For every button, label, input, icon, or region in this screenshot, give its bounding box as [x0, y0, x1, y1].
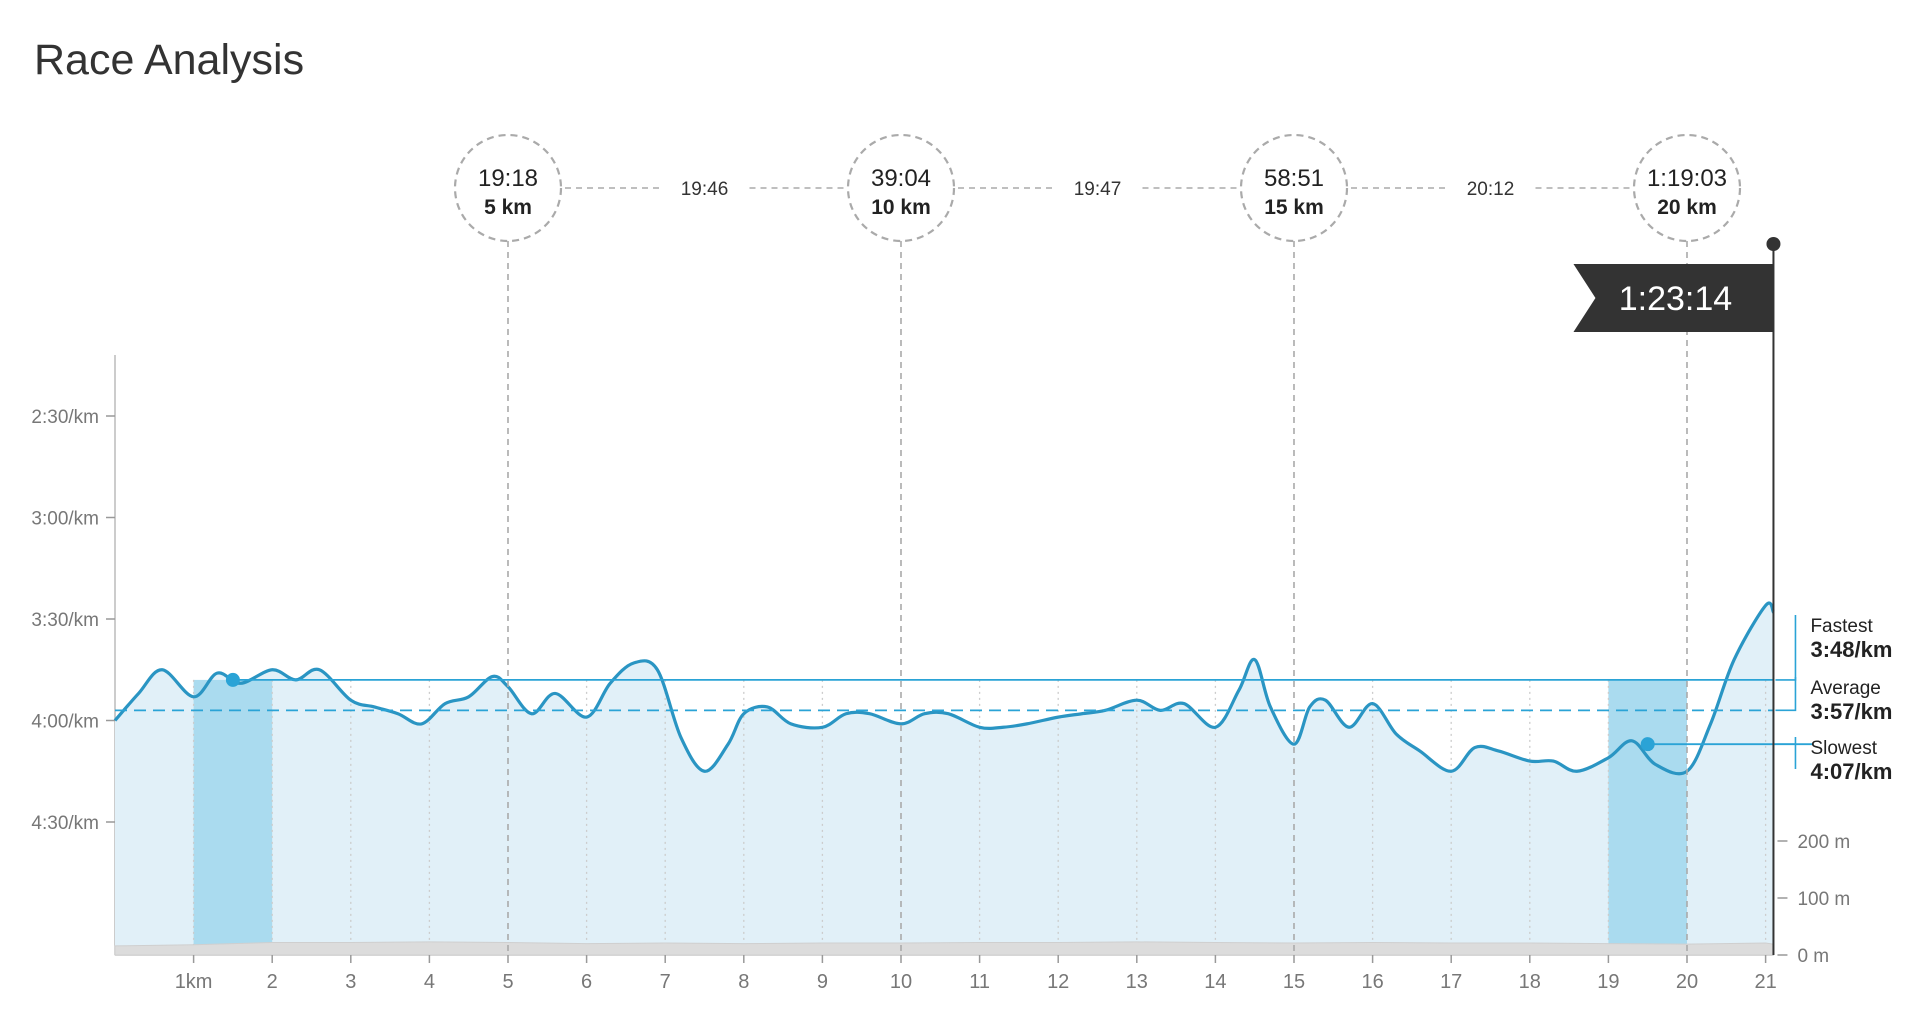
split-circle	[453, 133, 563, 243]
fastest-bracket	[1775, 615, 1797, 681]
x-tick-label: 11	[969, 971, 990, 993]
x-tick-label: 13	[1126, 971, 1148, 993]
split-time: 58:51	[1264, 165, 1324, 192]
split-circle	[846, 133, 956, 243]
fastest-value: 3:48/km	[1810, 637, 1892, 662]
x-tick-label: 7	[660, 971, 671, 993]
x-tick-label: 21	[1754, 971, 1776, 993]
page-title: Race Analysis	[34, 36, 305, 84]
x-tick-label: 19	[1597, 971, 1619, 993]
x-tick-label: 3	[345, 971, 356, 993]
x-tick-label: 9	[817, 971, 828, 993]
x-tick-label: 5	[502, 971, 513, 993]
y-tick-label: 4:30/km	[31, 813, 99, 834]
split-time: 19:18	[478, 165, 538, 192]
split-circle	[1632, 133, 1742, 243]
elevation-tick-label: 200 m	[1797, 832, 1850, 853]
fastest-marker	[225, 672, 240, 687]
average-value: 3:57/km	[1810, 699, 1892, 724]
x-tick-label: 8	[738, 971, 749, 993]
x-tick-label: 4	[424, 971, 435, 993]
y-tick-label: 4:00/km	[31, 712, 99, 733]
x-tick-label: 14	[1204, 971, 1226, 993]
slowest-marker	[1640, 737, 1655, 752]
x-tick-label: 20	[1676, 971, 1698, 993]
split-distance: 5 km	[484, 196, 532, 219]
x-tick-label: 10	[890, 971, 912, 993]
split-interval-label: 19:47	[1074, 179, 1122, 200]
slowest-label: Slowest	[1810, 738, 1877, 759]
finish-time: 1:23:14	[1619, 280, 1732, 318]
x-tick-label: 12	[1047, 971, 1069, 993]
x-tick-label: 6	[581, 971, 592, 993]
x-tick-label: 17	[1440, 971, 1462, 993]
slowest-value: 4:07/km	[1810, 759, 1892, 784]
finish-flag	[1573, 264, 1774, 332]
x-tick-label: 15	[1283, 971, 1305, 993]
fastest-label: Fastest	[1810, 616, 1873, 637]
y-tick-label: 3:00/km	[31, 509, 99, 530]
x-tick-label: 2	[267, 971, 278, 993]
elevation-area	[114, 941, 1774, 956]
pace-line	[113, 601, 1775, 776]
y-tick-label: 2:30/km	[31, 407, 99, 428]
highlight-segment-slowest	[1608, 679, 1687, 955]
x-tick-label: 1km	[175, 971, 213, 993]
split-time: 1:19:03	[1647, 165, 1727, 192]
split-time: 39:04	[871, 165, 931, 192]
split-circle	[1239, 133, 1349, 243]
split-interval-label: 19:46	[681, 179, 729, 200]
pace-area	[115, 603, 1774, 955]
split-interval-label: 20:12	[1467, 179, 1515, 200]
x-tick-label: 16	[1361, 971, 1383, 993]
highlight-segment-fastest	[193, 679, 273, 955]
split-distance: 10 km	[871, 196, 931, 219]
slowest-bracket	[1775, 737, 1797, 769]
split-distance: 20 km	[1657, 196, 1717, 219]
average-bracket	[1775, 677, 1797, 712]
y-tick-label: 3:30/km	[31, 610, 99, 631]
elevation-tick-label: 100 m	[1797, 889, 1850, 910]
finish-pole-top	[1766, 237, 1781, 251]
split-distance: 15 km	[1264, 196, 1324, 219]
average-label: Average	[1810, 678, 1880, 699]
x-tick-label: 18	[1519, 971, 1541, 993]
elevation-tick-label: 0 m	[1797, 946, 1829, 967]
